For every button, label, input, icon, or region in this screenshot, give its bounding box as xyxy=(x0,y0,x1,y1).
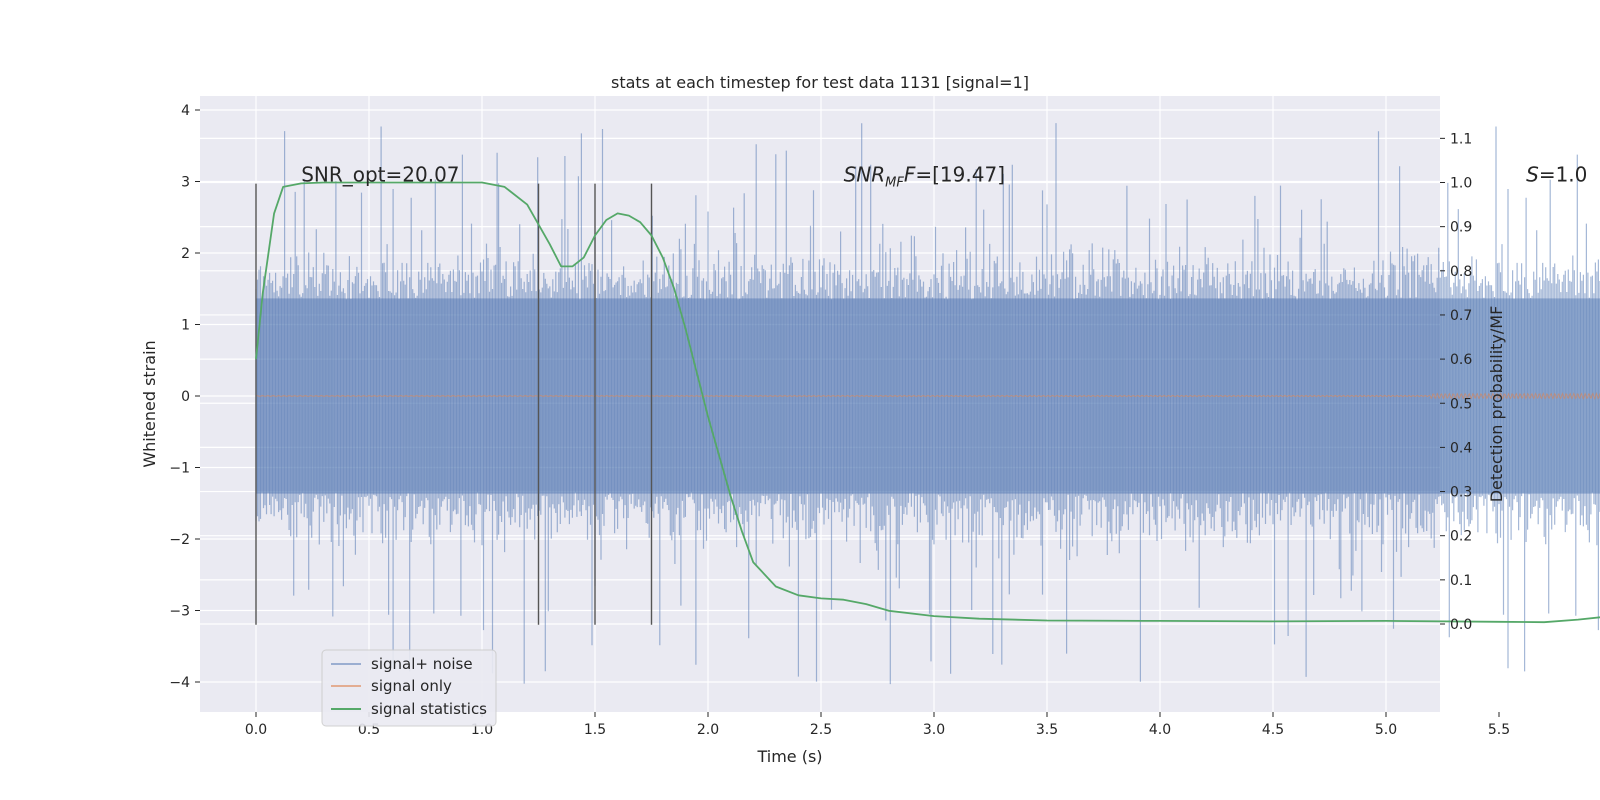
x-tick-label: 4.5 xyxy=(1262,722,1284,738)
y-right-tick-label: 0.7 xyxy=(1450,308,1472,324)
x-tick-label: 4.0 xyxy=(1149,722,1171,738)
y-left-tick-label: −2 xyxy=(169,532,190,548)
legend-label-noise: signal+ noise xyxy=(371,655,473,673)
x-tick-label: 5.5 xyxy=(1488,722,1510,738)
y-left-tick-label: 1 xyxy=(181,318,190,334)
x-tick-label: 5.0 xyxy=(1375,722,1397,738)
y-right-tick-label: 0.0 xyxy=(1450,617,1472,633)
vertical-markers xyxy=(255,183,653,625)
statistics-line xyxy=(255,181,1600,624)
legend-box xyxy=(321,649,497,727)
signal-only-series xyxy=(255,391,1600,400)
y-right-tick-label: 1.0 xyxy=(1450,176,1472,192)
x-tick-label: 1.5 xyxy=(584,722,606,738)
signal-statistics-series xyxy=(255,181,1600,624)
y-left-tick-label: −4 xyxy=(169,675,190,691)
y-left-tick-label: 0 xyxy=(181,389,190,405)
annotation-text: SNRMFF=[19.47] xyxy=(844,163,1005,191)
y-right-tick-label: 0.8 xyxy=(1450,264,1472,280)
y-right-tick-label: 1.1 xyxy=(1450,131,1472,147)
y-right-tick-label: 0.1 xyxy=(1450,573,1472,589)
y-left-tick-label: 3 xyxy=(181,175,190,191)
chart-title: stats at each timestep for test data 113… xyxy=(611,73,1029,92)
x-tick-label: 3.5 xyxy=(1036,722,1058,738)
y-axis-right-label: Detection probability/MF xyxy=(1487,306,1506,503)
x-tick-label: 0.0 xyxy=(245,722,267,738)
x-tick-label: 2.0 xyxy=(697,722,719,738)
x-tick-label: 3.0 xyxy=(923,722,945,738)
y-right-tick-label: 0.2 xyxy=(1450,529,1472,545)
y-left-tick-label: 4 xyxy=(181,103,190,119)
annotation-text: SNR_opt=20.07 xyxy=(301,163,459,187)
y-right-tick-label: 0.9 xyxy=(1450,220,1472,236)
legend-label-signal: signal only xyxy=(371,677,452,695)
signal-line xyxy=(255,391,1600,400)
y-right-tick-label: 0.6 xyxy=(1450,352,1472,368)
y-left-tick-label: −3 xyxy=(169,604,190,620)
y-right-tick-label: 0.4 xyxy=(1450,440,1472,456)
y-axis-left-ticks: −4 −3 −2 −1 0 1 2 3 4 xyxy=(169,103,200,691)
x-tick-label: 2.5 xyxy=(810,722,832,738)
y-left-tick-label: 2 xyxy=(181,246,190,262)
legend-label-stats: signal statistics xyxy=(371,700,487,718)
y-right-tick-label: 0.3 xyxy=(1450,485,1472,501)
y-left-tick-label: −1 xyxy=(169,461,190,477)
y-axis-right-ticks: 0.0 0.1 0.2 0.3 0.4 0.5 0.6 0.7 0.8 0.9 1.0 1.1 xyxy=(1440,131,1472,633)
annotation-text: S=1.0 xyxy=(1526,163,1587,187)
x-axis-label: Time (s) xyxy=(756,747,822,766)
legend: signal+ noise signal only signal statist… xyxy=(321,649,497,727)
y-right-tick-label: 0.5 xyxy=(1450,396,1472,412)
y-axis-left-label: Whitened strain xyxy=(140,340,159,467)
